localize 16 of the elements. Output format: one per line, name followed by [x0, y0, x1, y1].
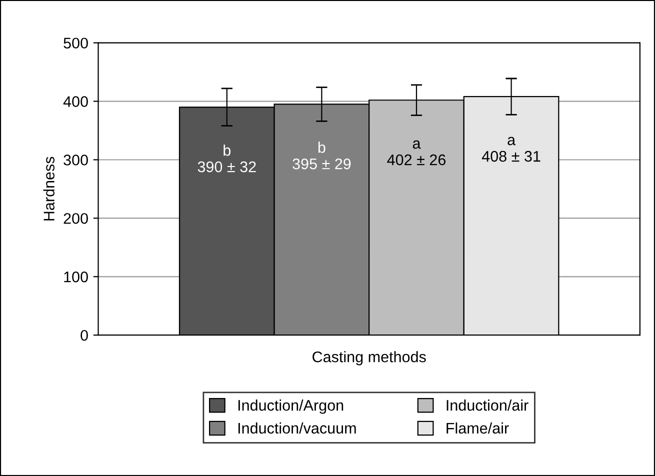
y-tick-label: 100 [64, 272, 88, 282]
y-tick-label: 400 [63, 96, 88, 107]
data-label: b 395 ± 29 [292, 142, 351, 170]
data-label: b 390 ± 32 [198, 144, 256, 172]
legend-label: Induction/vacuum [238, 422, 356, 434]
legend-label: Induction/Argon [238, 400, 344, 414]
y-tick-label: 200 [64, 213, 88, 224]
y-axis-title: Hardness [43, 156, 54, 220]
y-tick-label: 300 [64, 154, 88, 166]
data-label: a 408 ± 31 [482, 136, 540, 162]
y-tick-label: 500 [64, 38, 88, 49]
data-label: a 402 ± 26 [387, 140, 446, 166]
legend-label: Induction/air [446, 400, 528, 411]
y-tick-label: 0 [80, 330, 88, 341]
legend-label: Flame/air [446, 422, 509, 434]
x-axis-title: Casting methods [312, 351, 426, 366]
